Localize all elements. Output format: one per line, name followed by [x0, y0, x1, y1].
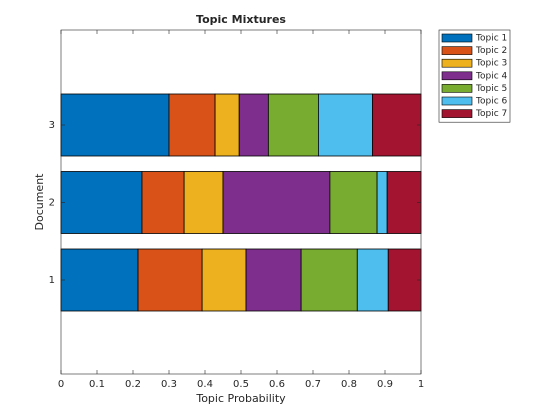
bar-segment — [60, 248, 139, 312]
legend-swatch — [441, 58, 473, 68]
bar-segment — [137, 248, 203, 312]
bar-segment — [387, 248, 422, 312]
bar-segment — [222, 171, 331, 234]
x-tick-label: 0.9 — [377, 379, 393, 390]
bar-segment — [371, 93, 422, 157]
legend-label: Topic 4 — [475, 71, 507, 81]
y-tick-label: 1 — [49, 275, 55, 286]
x-tick-label: 0.3 — [161, 379, 177, 390]
legend-swatch — [441, 71, 473, 81]
legend-swatch — [441, 109, 473, 118]
y-tick-label: 3 — [49, 120, 55, 131]
bar-segment — [238, 93, 269, 157]
bar-segment — [245, 248, 302, 312]
bar-segment — [356, 248, 389, 312]
x-tick-label: 0.6 — [269, 379, 285, 390]
x-tick-label: 0.1 — [89, 379, 105, 390]
y-axis-label: Document — [33, 173, 46, 231]
bar-segment — [60, 171, 143, 234]
legend-swatch — [441, 96, 473, 106]
legend-swatch — [441, 46, 473, 55]
bar-segment — [201, 248, 247, 312]
legend-label: Topic 5 — [475, 84, 507, 94]
x-tick-label: 0.7 — [305, 379, 321, 390]
x-tick-label: 0 — [58, 379, 64, 390]
x-tick-label: 1 — [418, 379, 424, 390]
x-tick-label: 0.2 — [125, 379, 141, 390]
bar-segment — [329, 171, 378, 234]
bar-segment — [300, 248, 358, 312]
legend-label: Topic 7 — [475, 109, 507, 119]
bar-segment — [214, 93, 240, 157]
bar-segment — [376, 171, 388, 234]
bar-segment — [386, 171, 422, 234]
x-tick-label: 0.8 — [341, 379, 357, 390]
legend-swatch — [441, 84, 473, 93]
bar-segment — [60, 93, 170, 157]
chart-title: Topic Mixtures — [196, 13, 286, 26]
y-tick-label: 2 — [49, 198, 55, 209]
bar-segment — [267, 93, 319, 157]
legend-label: Topic 2 — [475, 46, 507, 56]
bar-segment — [183, 171, 224, 234]
legend-label: Topic 1 — [475, 34, 507, 44]
legend-swatch — [441, 33, 473, 43]
bar-segment — [141, 171, 185, 234]
bar-segment — [317, 93, 373, 157]
x-axis-label: Topic Probability — [195, 392, 286, 405]
x-tick-label: 0.5 — [233, 379, 249, 390]
x-tick-label: 0.4 — [197, 379, 213, 390]
legend-label: Topic 3 — [475, 59, 507, 69]
bar-segment — [168, 93, 216, 157]
legend-label: Topic 6 — [475, 97, 507, 107]
